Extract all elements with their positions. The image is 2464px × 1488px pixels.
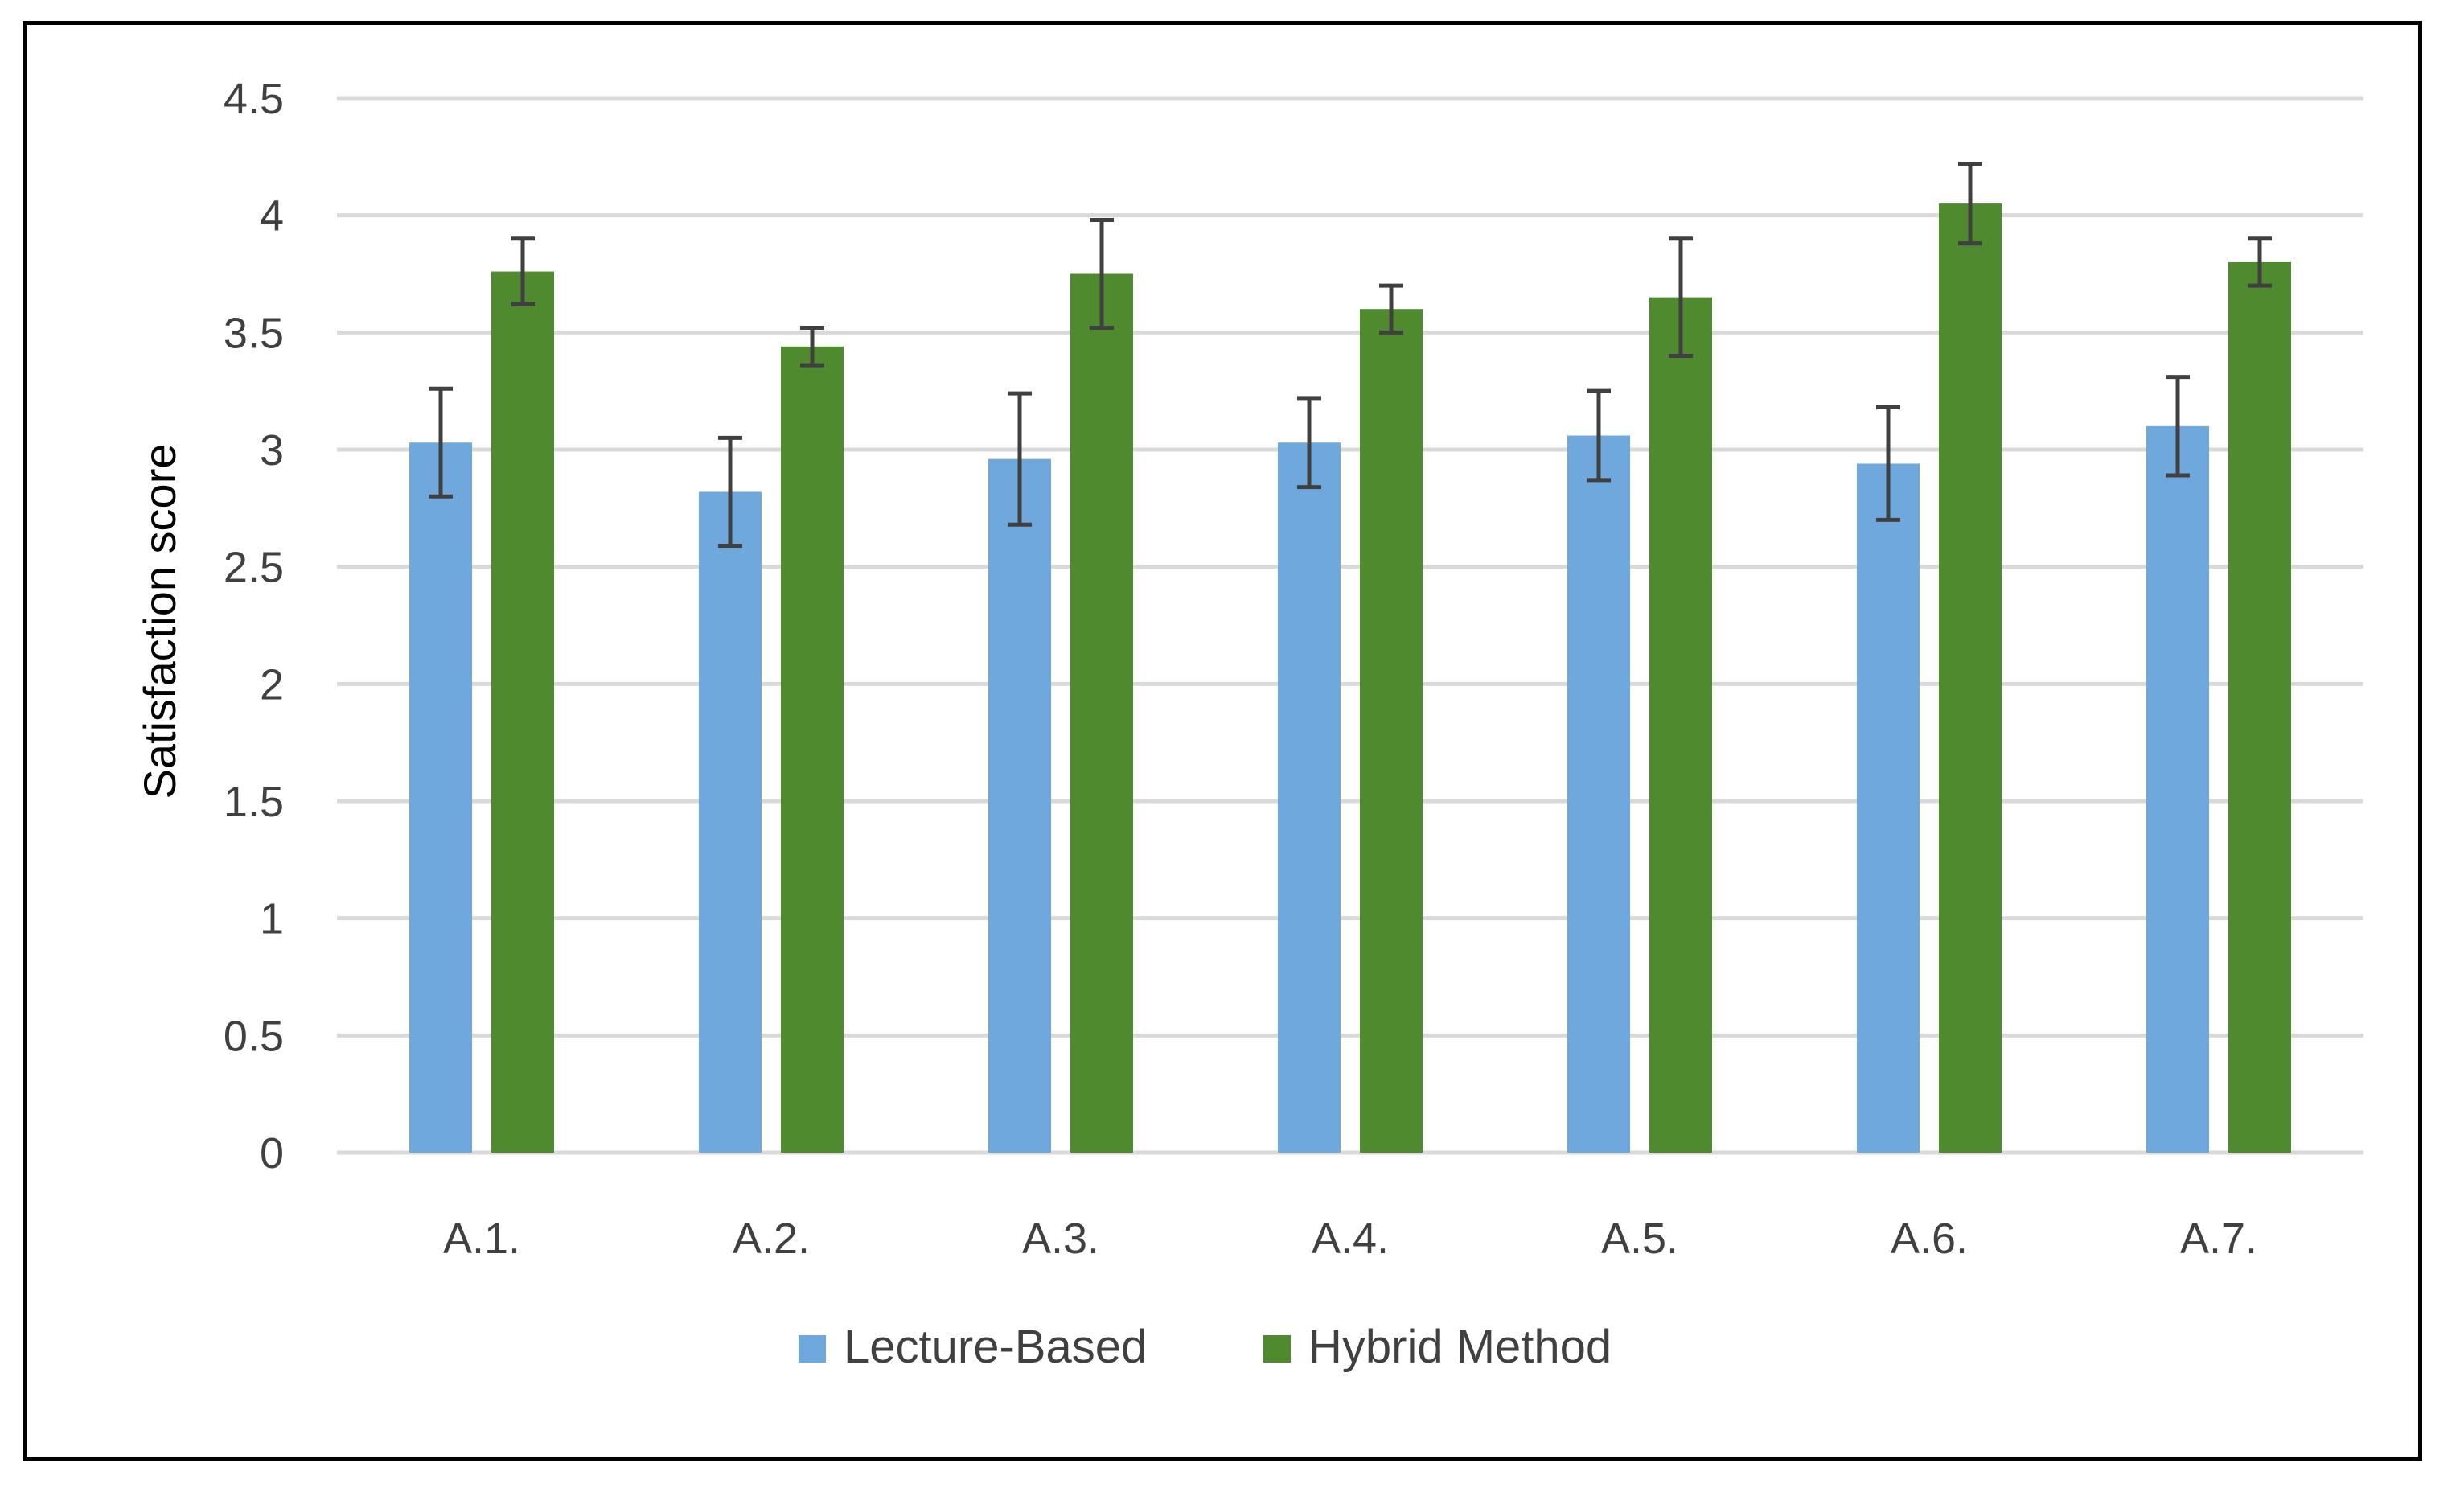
error-bar: [800, 326, 824, 368]
bar-hybrid-method: [1939, 203, 2002, 1153]
legend-item-hybrid-method: Hybrid Method: [1263, 1321, 1612, 1373]
error-bar: [511, 236, 535, 306]
x-tick-label: A.2.: [733, 1215, 810, 1263]
x-tick-label: A.5.: [1601, 1215, 1678, 1263]
bar-hybrid-method: [1360, 309, 1423, 1153]
bar-hybrid-method: [2228, 261, 2291, 1153]
y-tick-label: 3: [260, 426, 284, 475]
error-bar: [429, 386, 453, 499]
x-tick-label: A.1.: [443, 1215, 520, 1263]
bars: [409, 203, 2291, 1153]
legend-swatch: [1263, 1335, 1291, 1363]
y-tick-label: 0.5: [224, 1012, 284, 1060]
error-bar: [2248, 236, 2272, 288]
x-tick-label: A.3.: [1022, 1215, 1099, 1263]
chart-frame: 0 0.5 1 1.5 2 2.5 3 3.5 4 4.5 A.1. A.2. A.3. A.4. A.5…: [23, 21, 2422, 1461]
error-bar: [1297, 396, 1321, 490]
legend-label: Hybrid Method: [1308, 1321, 1612, 1373]
bar-lecture-based: [409, 442, 472, 1153]
y-tick-label: 0: [260, 1129, 284, 1178]
bar-lecture-based: [699, 491, 762, 1153]
y-axis-title: Satisfaction score: [134, 444, 185, 799]
bar-hybrid-method: [1070, 273, 1133, 1153]
error-bar: [2166, 375, 2190, 478]
bar-hybrid-method: [781, 346, 844, 1153]
bar-lecture-based: [988, 458, 1051, 1153]
bar-hybrid-method: [1649, 297, 1712, 1153]
y-tick-label: 3.5: [224, 309, 284, 357]
legend-swatch: [799, 1335, 826, 1363]
y-tick-label: 4: [260, 192, 284, 240]
y-tick-label: 4.5: [224, 75, 284, 123]
error-bars: [429, 162, 2272, 548]
error-bar: [1876, 405, 1900, 522]
bar-lecture-based: [1857, 463, 1920, 1153]
gridlines: [337, 96, 2363, 1155]
error-bar: [1958, 162, 1982, 246]
legend-label: Lecture-Based: [844, 1321, 1147, 1373]
x-tick-label: A.6.: [1891, 1215, 1968, 1263]
x-tick-label: A.4.: [1312, 1215, 1389, 1263]
bar-lecture-based: [2146, 425, 2209, 1153]
error-bar: [1669, 236, 1693, 358]
bar-lecture-based: [1567, 435, 1630, 1153]
error-bar: [1587, 388, 1611, 483]
y-tick-label: 1.5: [224, 778, 284, 826]
x-tick-label: A.7.: [2180, 1215, 2257, 1263]
y-tick-label: 2: [260, 660, 284, 709]
chart-svg: 0 0.5 1 1.5 2 2.5 3 3.5 4 4.5 A.1. A.2. A.3. A.4. A.5…: [134, 75, 2363, 1373]
bar-hybrid-method: [491, 271, 554, 1153]
error-bar: [1090, 217, 1114, 331]
legend: Lecture-Based Hybrid Method: [799, 1321, 1612, 1373]
error-bar: [1379, 283, 1403, 335]
legend-item-lecture-based: Lecture-Based: [799, 1321, 1147, 1373]
y-axis-ticks: 0 0.5 1 1.5 2 2.5 3 3.5 4 4.5: [224, 75, 284, 1178]
error-bar: [1008, 391, 1032, 527]
x-axis-ticks: A.1. A.2. A.3. A.4. A.5. A.6. A.7.: [443, 1215, 2257, 1263]
error-bar: [718, 435, 742, 548]
y-tick-label: 1: [260, 895, 284, 943]
bar-lecture-based: [1278, 442, 1341, 1153]
y-tick-label: 2.5: [224, 544, 284, 592]
